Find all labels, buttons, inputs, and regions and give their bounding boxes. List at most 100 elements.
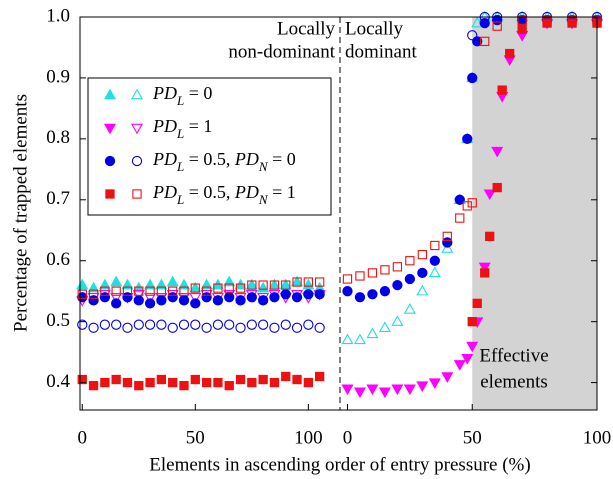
marker (111, 286, 121, 296)
marker (505, 48, 515, 59)
marker (130, 123, 144, 135)
marker (492, 21, 502, 31)
marker (167, 292, 178, 303)
y-tick-label: 1.0 (46, 5, 70, 26)
marker (315, 277, 325, 287)
marker (478, 262, 491, 274)
marker (342, 274, 353, 284)
marker (366, 327, 379, 339)
legend-text: = 1 (268, 182, 296, 202)
marker (480, 268, 490, 278)
marker (315, 371, 325, 382)
marker (258, 374, 268, 385)
marker (461, 353, 474, 365)
legend-label: PDL = 0.5, PDN = 1 (152, 182, 296, 207)
marker (291, 322, 303, 333)
marker (99, 319, 111, 330)
marker (144, 278, 157, 290)
marker (87, 281, 100, 293)
marker (156, 295, 167, 306)
marker (378, 387, 391, 399)
marker (235, 283, 246, 293)
x-tick-label: 50 (186, 427, 205, 448)
marker (77, 319, 88, 330)
marker (190, 374, 200, 385)
marker (303, 277, 313, 287)
marker (442, 237, 453, 248)
marker (103, 88, 117, 100)
y-tick-label: 0.6 (46, 249, 70, 270)
marker (77, 289, 87, 299)
marker (392, 279, 403, 291)
legend-text: PD (152, 149, 177, 169)
panel-label: Locally (345, 18, 404, 39)
marker (111, 319, 122, 330)
legend-text: = 0.5, (184, 182, 235, 202)
marker (405, 256, 415, 266)
annotation: elements (480, 371, 548, 392)
marker (303, 319, 314, 330)
marker (257, 295, 269, 306)
marker (491, 146, 504, 158)
marker (190, 298, 201, 309)
x-axis-label: Elements in ascending order of entry pre… (149, 454, 530, 475)
marker (224, 319, 235, 330)
legend-text: PD (152, 182, 177, 202)
marker (144, 319, 156, 330)
y-axis-label: Percentage of trapped elements (10, 94, 31, 332)
marker (104, 155, 116, 167)
legend-text: L (176, 93, 184, 108)
annotation: Effective (479, 345, 548, 366)
marker (144, 293, 157, 304)
marker (492, 182, 502, 193)
marker (133, 295, 144, 306)
marker (130, 88, 144, 100)
marker (467, 317, 477, 327)
marker (354, 292, 366, 303)
marker (454, 194, 465, 205)
marker (429, 255, 440, 266)
marker (302, 278, 315, 290)
marker (144, 298, 156, 309)
marker (131, 155, 143, 167)
marker (212, 319, 224, 330)
legend-text: L (176, 192, 184, 207)
marker (122, 322, 133, 333)
marker (497, 85, 507, 95)
marker (467, 72, 478, 84)
marker (134, 286, 144, 296)
y-tick-label: 0.4 (46, 371, 70, 392)
marker (269, 292, 280, 303)
marker (403, 384, 416, 396)
marker (281, 371, 291, 382)
legend-text: PD (152, 116, 177, 136)
marker (132, 189, 142, 199)
marker (257, 281, 270, 293)
marker (342, 286, 353, 297)
legend-text: L (176, 126, 184, 141)
marker (201, 322, 212, 333)
marker (367, 289, 378, 300)
x-tick-label: 50 (463, 427, 482, 448)
x-tick-label: 0 (78, 427, 88, 448)
marker (292, 277, 302, 287)
marker (100, 286, 110, 296)
marker (291, 292, 303, 303)
marker (269, 377, 280, 388)
marker (303, 289, 314, 300)
marker (441, 372, 454, 383)
marker (417, 267, 428, 279)
marker (462, 133, 473, 145)
marker (391, 384, 404, 396)
marker (269, 280, 280, 290)
marker (380, 265, 390, 275)
marker (145, 377, 155, 388)
marker (367, 268, 378, 278)
panel-label: non-dominant (228, 41, 335, 62)
marker (98, 278, 111, 290)
marker (111, 374, 121, 385)
marker (212, 295, 224, 306)
marker (483, 189, 496, 201)
